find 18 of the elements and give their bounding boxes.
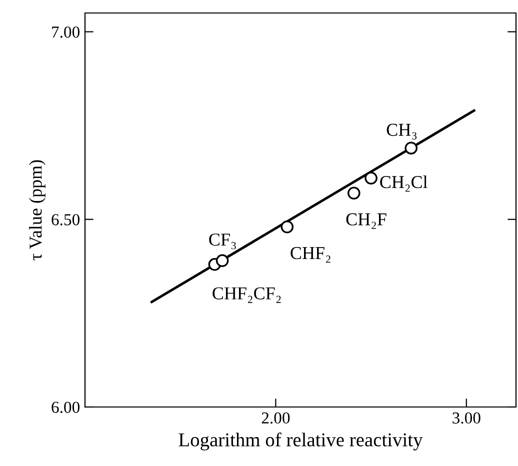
point (404, 142, 418, 154)
y-tick-label: 6.00 (52, 402, 80, 414)
y-tick-label: 6.50 (52, 214, 80, 226)
x-tick-label: 3.00 (452, 412, 480, 424)
y-tick-label: 7.00 (52, 26, 80, 38)
annotation: CH₂F (346, 213, 386, 229)
y-axis-title: τ Value (ppm) (29, 160, 46, 260)
annotation: CH₂Cl (380, 175, 428, 192)
annotation: CHF₂ (290, 247, 330, 263)
x-tick-label: 2.00 (262, 412, 290, 424)
annotation: CF₃ (209, 234, 236, 250)
annotation: CH₃ (386, 124, 417, 140)
point (348, 186, 360, 200)
point (364, 172, 378, 184)
x-axis-title: Logarithm of relative reactivity (178, 432, 423, 450)
point (216, 254, 229, 268)
annotation: CHF₂CF₂ (212, 287, 281, 303)
point (280, 220, 294, 234)
